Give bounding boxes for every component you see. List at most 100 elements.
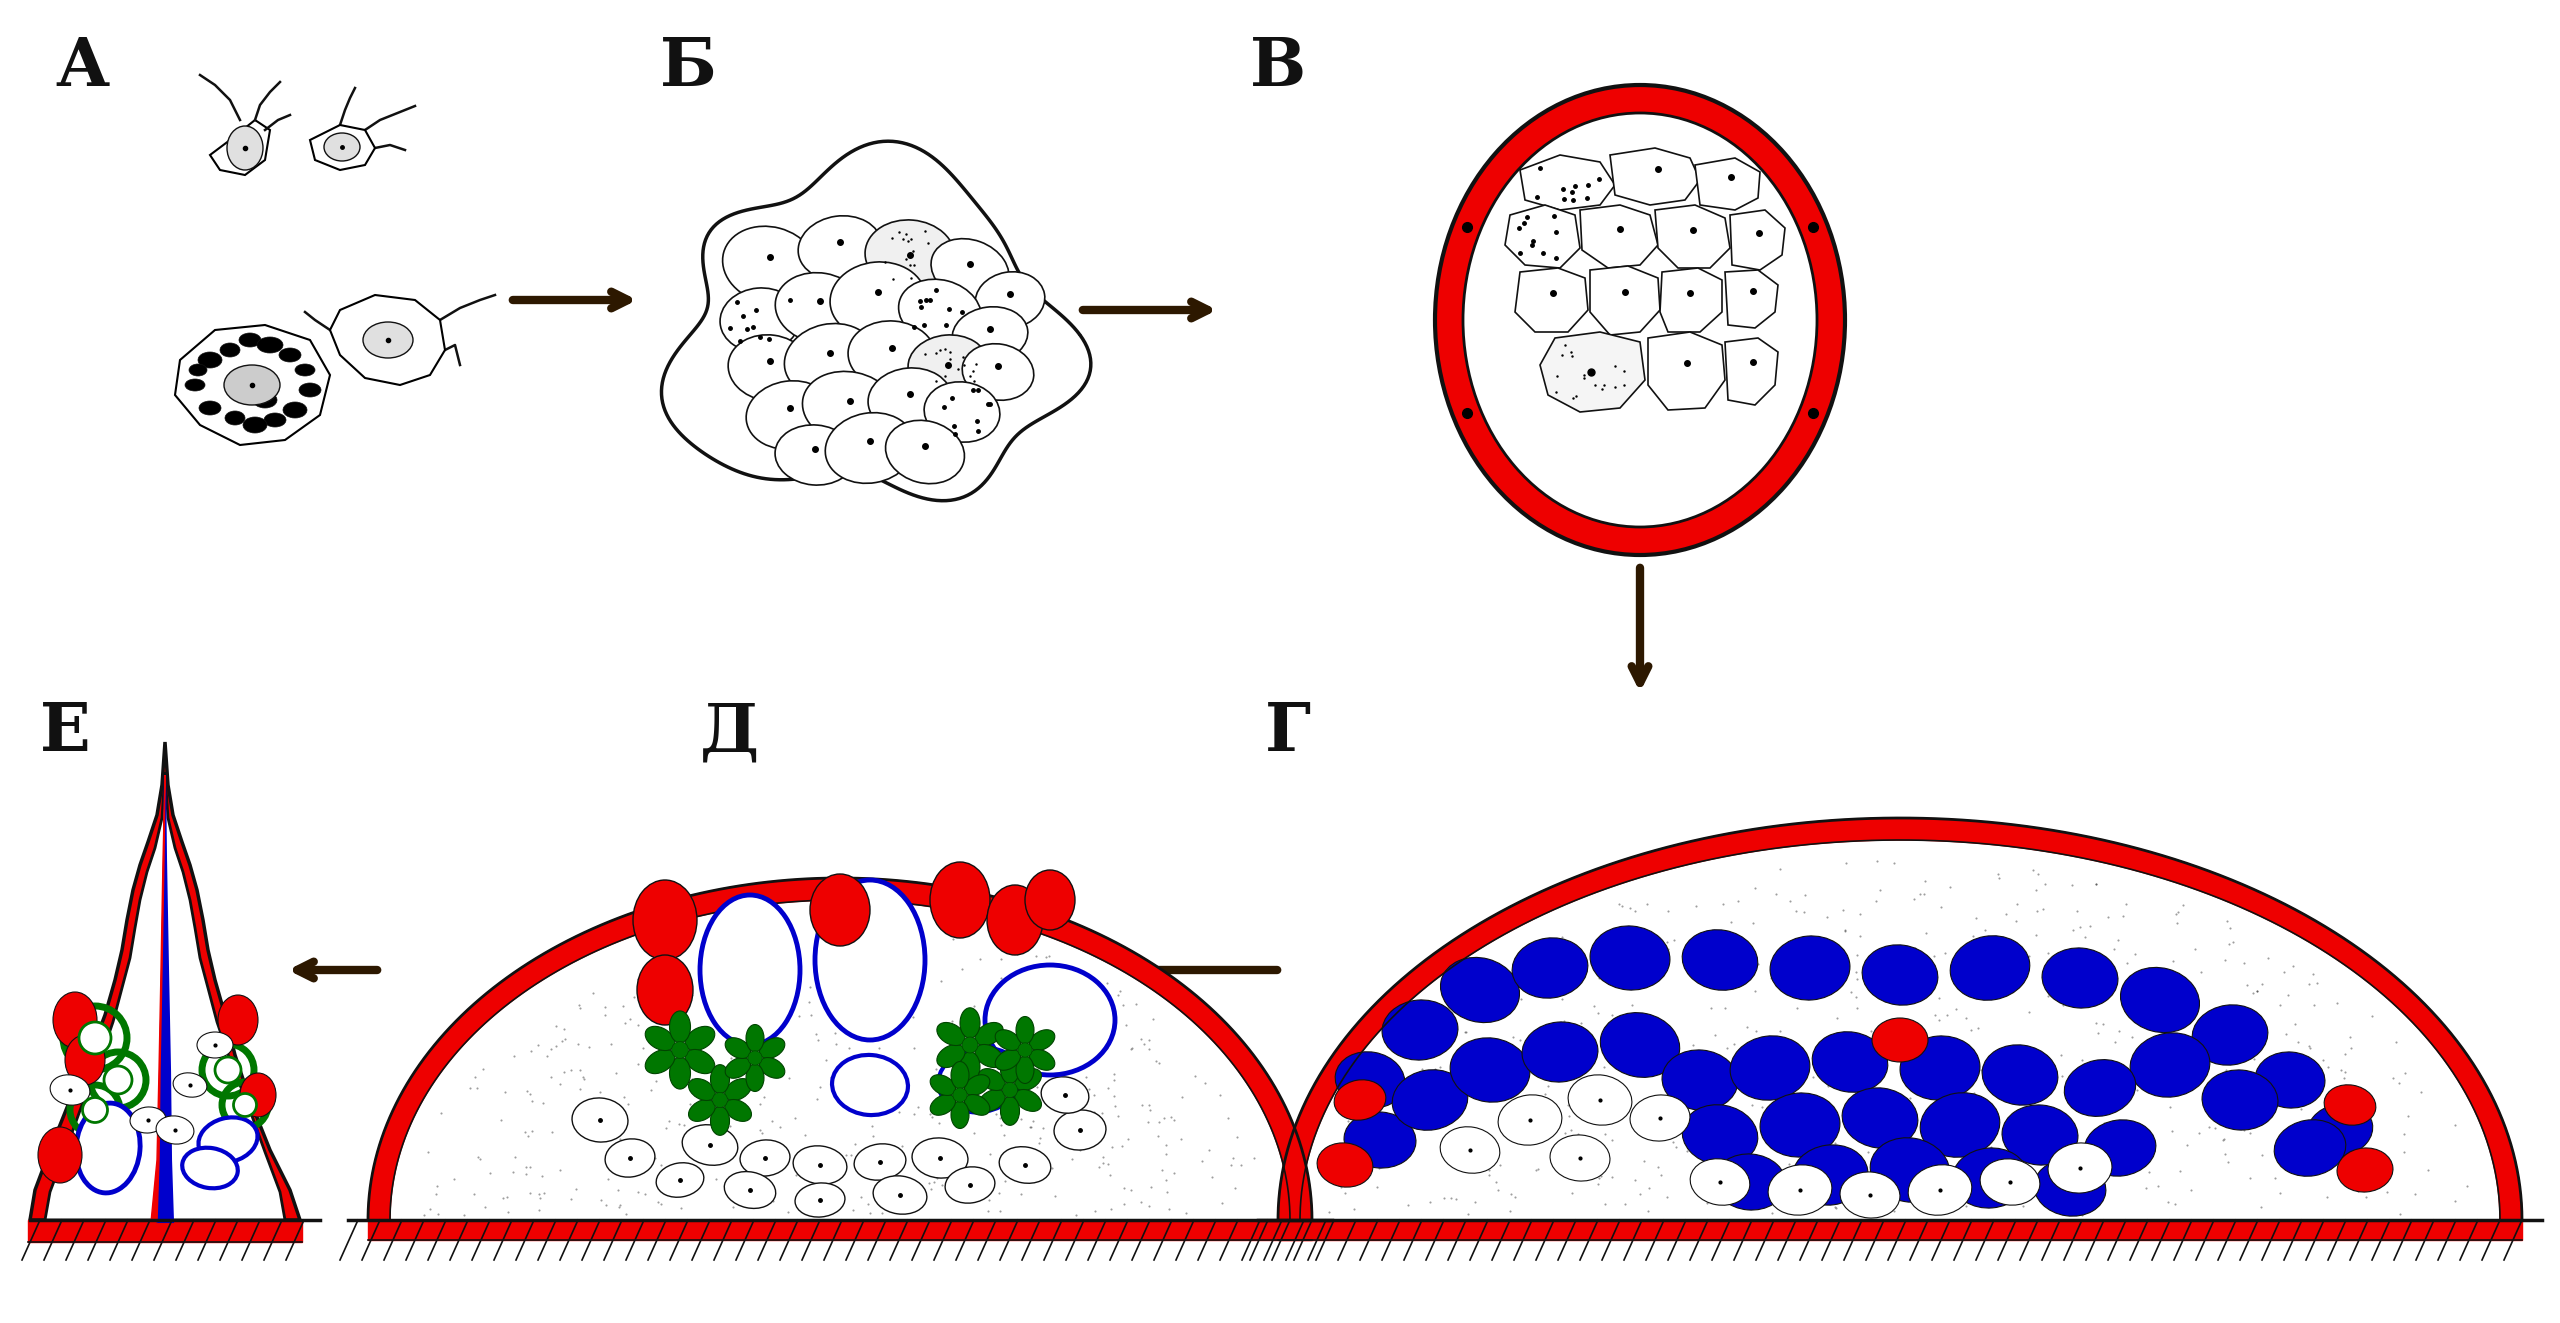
- Ellipse shape: [952, 1088, 968, 1102]
- Ellipse shape: [1523, 1021, 1597, 1082]
- Polygon shape: [330, 295, 445, 385]
- Polygon shape: [389, 900, 1290, 1220]
- Ellipse shape: [712, 1106, 730, 1135]
- Ellipse shape: [899, 279, 980, 345]
- Polygon shape: [31, 742, 300, 1220]
- Ellipse shape: [776, 425, 855, 486]
- Ellipse shape: [868, 368, 952, 433]
- Ellipse shape: [2191, 1005, 2268, 1065]
- Ellipse shape: [724, 1172, 776, 1208]
- Ellipse shape: [740, 1140, 791, 1176]
- Ellipse shape: [722, 226, 817, 304]
- Ellipse shape: [1682, 930, 1759, 991]
- Text: Е: Е: [41, 700, 90, 765]
- Polygon shape: [1659, 269, 1723, 332]
- Ellipse shape: [220, 343, 241, 357]
- Polygon shape: [1610, 148, 1700, 205]
- Ellipse shape: [978, 1069, 1006, 1090]
- Ellipse shape: [724, 1037, 750, 1058]
- Ellipse shape: [712, 1065, 730, 1094]
- Polygon shape: [1654, 205, 1731, 269]
- Ellipse shape: [54, 992, 97, 1048]
- Ellipse shape: [686, 1049, 714, 1074]
- Ellipse shape: [945, 1167, 996, 1203]
- Ellipse shape: [156, 1115, 195, 1144]
- Ellipse shape: [200, 401, 220, 415]
- Ellipse shape: [1731, 1036, 1810, 1101]
- Polygon shape: [660, 142, 1091, 500]
- Ellipse shape: [364, 321, 412, 359]
- Ellipse shape: [1449, 1037, 1531, 1102]
- Ellipse shape: [975, 1044, 1004, 1068]
- Ellipse shape: [253, 392, 276, 407]
- Text: А: А: [54, 34, 110, 101]
- Ellipse shape: [1513, 938, 1587, 998]
- Ellipse shape: [748, 1050, 763, 1065]
- Ellipse shape: [996, 1049, 1021, 1070]
- Ellipse shape: [799, 216, 881, 280]
- Ellipse shape: [950, 1101, 970, 1129]
- Ellipse shape: [200, 1118, 259, 1163]
- Ellipse shape: [929, 863, 991, 938]
- Ellipse shape: [1871, 1017, 1928, 1062]
- Ellipse shape: [1861, 945, 1938, 1005]
- Ellipse shape: [724, 1078, 753, 1101]
- Ellipse shape: [829, 262, 927, 339]
- Ellipse shape: [1316, 1143, 1372, 1187]
- Text: Г: Г: [1265, 700, 1311, 765]
- Ellipse shape: [1549, 1135, 1610, 1181]
- Ellipse shape: [965, 1094, 991, 1115]
- Ellipse shape: [940, 1048, 1021, 1113]
- Ellipse shape: [571, 1098, 627, 1142]
- Ellipse shape: [681, 1125, 737, 1166]
- Ellipse shape: [1042, 1077, 1088, 1113]
- Ellipse shape: [655, 1163, 704, 1197]
- Ellipse shape: [699, 894, 799, 1045]
- Ellipse shape: [225, 365, 279, 405]
- Ellipse shape: [937, 1023, 965, 1045]
- Ellipse shape: [1769, 935, 1851, 1000]
- Polygon shape: [1300, 840, 2501, 1220]
- Ellipse shape: [909, 335, 988, 396]
- Polygon shape: [1725, 270, 1779, 328]
- Polygon shape: [28, 1220, 302, 1242]
- Ellipse shape: [727, 335, 812, 401]
- Ellipse shape: [719, 288, 799, 352]
- Ellipse shape: [1014, 1090, 1042, 1111]
- Ellipse shape: [1001, 1097, 1019, 1126]
- Ellipse shape: [233, 1094, 256, 1117]
- Ellipse shape: [2273, 1119, 2345, 1176]
- Ellipse shape: [1344, 1111, 1416, 1168]
- Ellipse shape: [952, 307, 1027, 364]
- Ellipse shape: [1029, 1029, 1055, 1050]
- Ellipse shape: [1920, 1093, 1999, 1158]
- Ellipse shape: [1004, 1082, 1019, 1098]
- Ellipse shape: [1590, 926, 1669, 990]
- Ellipse shape: [1336, 1052, 1405, 1109]
- Ellipse shape: [64, 1035, 105, 1085]
- Ellipse shape: [745, 381, 835, 450]
- Ellipse shape: [2035, 1160, 2107, 1216]
- Ellipse shape: [1761, 1093, 1841, 1158]
- Ellipse shape: [671, 1041, 689, 1058]
- Ellipse shape: [228, 126, 264, 169]
- Ellipse shape: [1690, 1159, 1751, 1205]
- Ellipse shape: [1334, 1080, 1385, 1121]
- Polygon shape: [369, 1220, 1313, 1240]
- Ellipse shape: [1951, 935, 2030, 1000]
- Polygon shape: [148, 775, 164, 1222]
- Ellipse shape: [963, 1037, 978, 1053]
- Ellipse shape: [2307, 1103, 2373, 1156]
- Ellipse shape: [1055, 1110, 1106, 1150]
- Text: Б: Б: [660, 34, 717, 101]
- Ellipse shape: [855, 1144, 906, 1180]
- Ellipse shape: [2255, 1052, 2324, 1109]
- Text: Д: Д: [699, 700, 760, 765]
- Ellipse shape: [1682, 1105, 1759, 1166]
- Polygon shape: [1521, 155, 1615, 210]
- Ellipse shape: [794, 1146, 847, 1184]
- Ellipse shape: [284, 402, 307, 418]
- Ellipse shape: [174, 1073, 207, 1097]
- Ellipse shape: [77, 1103, 141, 1193]
- Ellipse shape: [1953, 1148, 2028, 1208]
